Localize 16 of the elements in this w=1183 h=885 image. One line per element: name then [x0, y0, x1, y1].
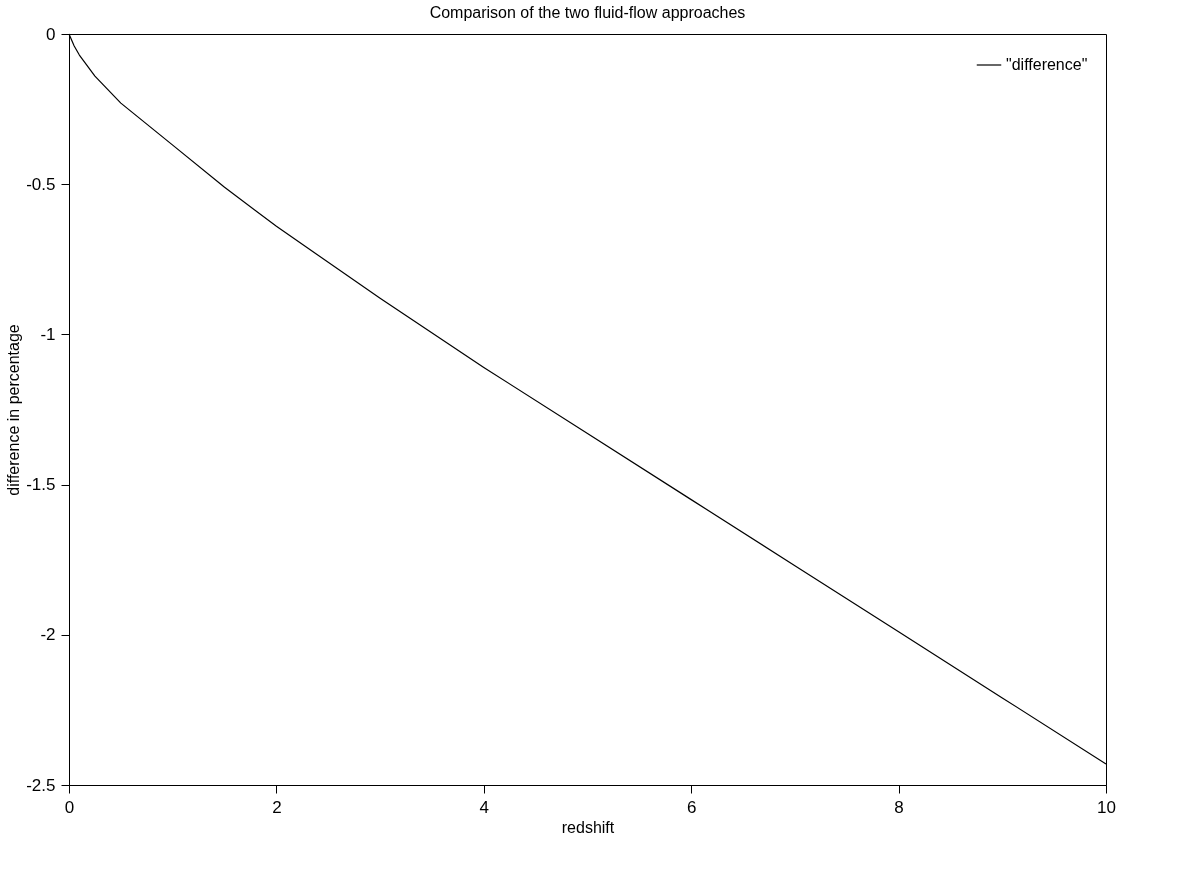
y-tick-label: -2.5	[26, 775, 56, 795]
x-tick-label: 10	[1097, 797, 1116, 817]
y-tick-label: -2	[40, 625, 56, 645]
x-tick-label: 4	[479, 797, 490, 817]
x-tick-label: 0	[64, 797, 75, 817]
legend-label: "difference"	[1006, 56, 1088, 73]
y-axis-title: difference in percentage	[5, 324, 23, 496]
x-tick-label: 6	[686, 797, 697, 817]
x-tick-label: 2	[272, 797, 282, 817]
y-tick-label: -0.5	[26, 174, 56, 194]
chart-title: Comparison of the two fluid-flow approaches	[429, 4, 746, 21]
y-tick-label: -1	[40, 324, 56, 344]
x-axis-title: redshift	[561, 818, 615, 836]
y-tick-label: 0	[46, 24, 56, 44]
y-tick-label: -1.5	[26, 475, 56, 495]
x-tick-label: 8	[894, 797, 904, 817]
